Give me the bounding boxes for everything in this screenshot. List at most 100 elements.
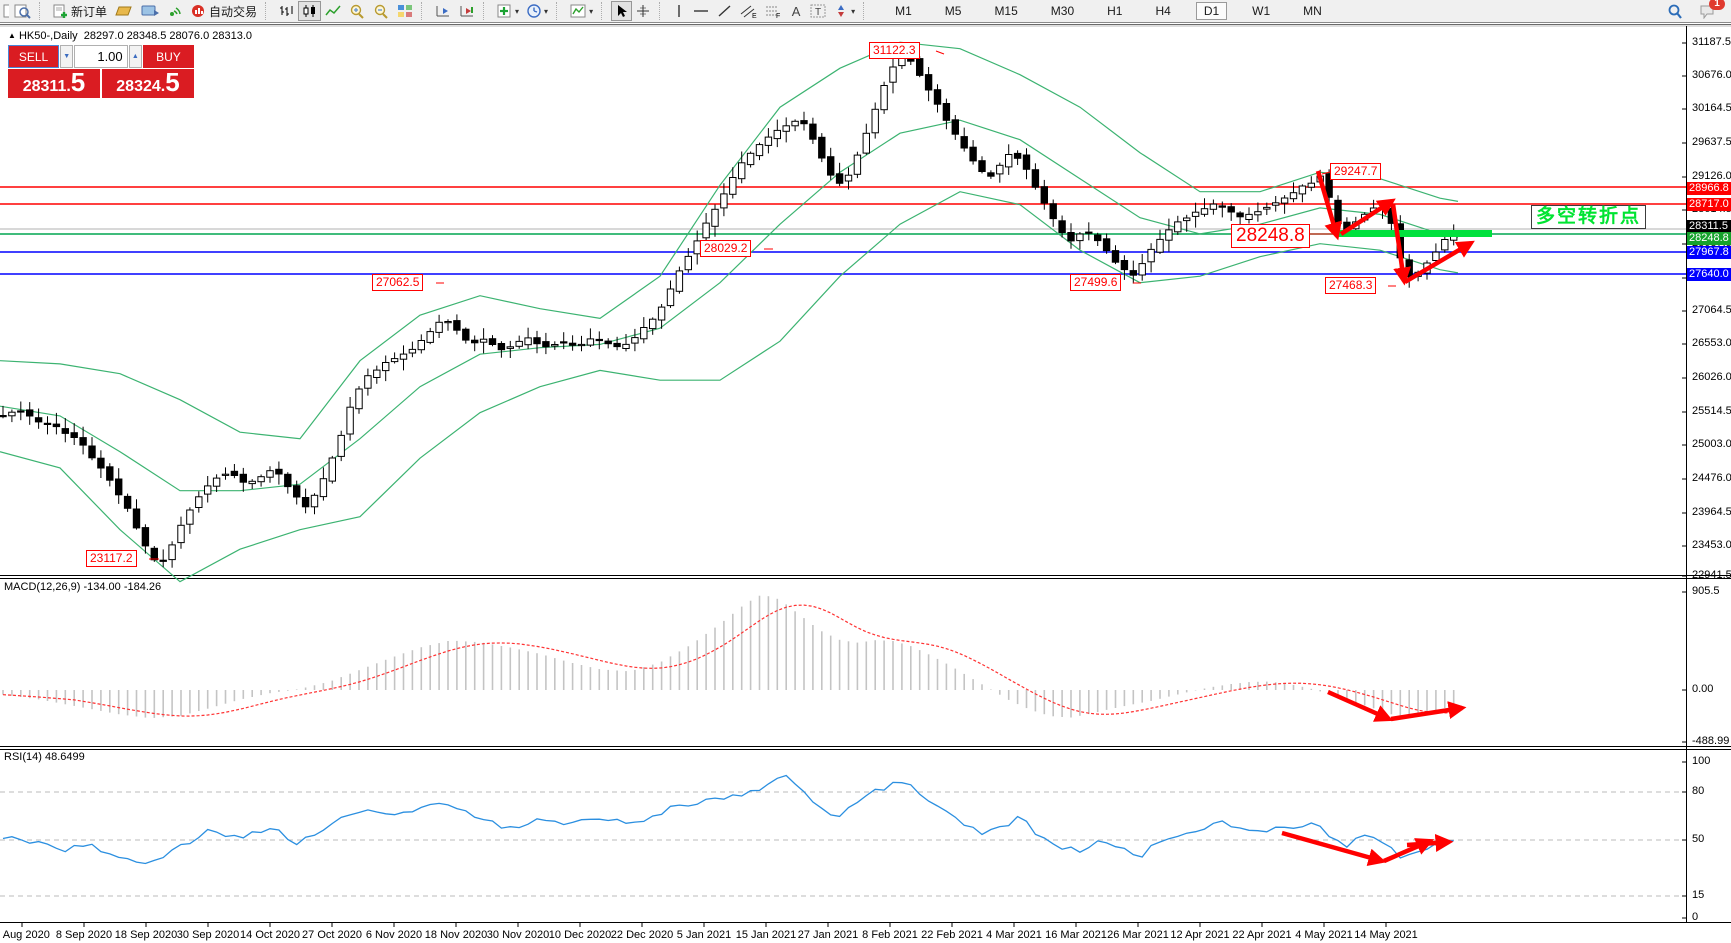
timeframe-button-M5[interactable]: M5 xyxy=(944,4,962,18)
time-axis-label[interactable]: 15 Jan 2021 xyxy=(735,929,797,941)
timeframe-button-H4[interactable]: H4 xyxy=(1155,4,1171,18)
trend-arrow[interactable] xyxy=(1339,198,1396,236)
time-axis-label[interactable]: 26 Mar 2021 xyxy=(1107,929,1169,941)
time-axis-label[interactable]: 5 Jan 2021 xyxy=(676,929,732,941)
timeframe-button-M1[interactable]: M1 xyxy=(895,4,912,18)
svg-text:T: T xyxy=(815,7,821,18)
notifications-icon[interactable]: 1 xyxy=(1695,0,1725,21)
time-axis-label[interactable]: 7 Aug 2020 xyxy=(0,929,50,941)
timeframe-button-H1[interactable]: H1 xyxy=(1107,4,1123,18)
time-axis-label[interactable]: 6 Nov 2020 xyxy=(365,929,423,941)
macd-histogram xyxy=(2,595,1455,718)
trendline-tool-icon[interactable] xyxy=(713,1,736,21)
zoom-out-icon[interactable] xyxy=(369,1,393,21)
time-axis-label[interactable]: 12 Apr 2021 xyxy=(1170,929,1230,941)
crosshair-icon[interactable] xyxy=(632,1,655,21)
callout-leader xyxy=(1321,171,1331,175)
trend-arrow[interactable] xyxy=(1315,170,1342,241)
collapse-marker-icon[interactable]: ▲ xyxy=(8,31,16,40)
volume-decrease-button[interactable]: ▼ xyxy=(60,45,74,68)
time-axis-label[interactable]: 27 Oct 2020 xyxy=(302,929,362,941)
timeframe-button-W1[interactable]: W1 xyxy=(1252,4,1271,18)
vertical-line-tool-icon[interactable] xyxy=(669,1,689,21)
time-axis-label[interactable]: 30 Nov 2020 xyxy=(486,929,550,941)
line-chart-icon[interactable] xyxy=(321,1,345,21)
buy-button[interactable]: BUY xyxy=(142,45,194,68)
price-callout-27062.5[interactable]: 27062.5 xyxy=(372,274,424,291)
time-axis-label[interactable]: 4 May 2021 xyxy=(1295,929,1353,941)
terminal-icon[interactable] xyxy=(137,1,163,21)
timeframe-button-M30[interactable]: M30 xyxy=(1050,4,1075,18)
time-axis-label[interactable]: 22 Feb 2021 xyxy=(921,929,983,941)
toolbar-separator xyxy=(483,2,490,20)
search-icon[interactable] xyxy=(1663,1,1687,21)
volume-increase-button[interactable]: ▲ xyxy=(128,45,142,68)
sell-button[interactable]: SELL xyxy=(8,45,60,68)
periods-icon[interactable]: ▾ xyxy=(523,1,552,21)
time-axis-label[interactable]: 18 Sep 2020 xyxy=(114,929,178,941)
timeframe-button-M15[interactable]: M15 xyxy=(994,4,1018,18)
channel-tool-icon[interactable]: E xyxy=(736,1,761,21)
time-axis-label[interactable]: 4 Mar 2021 xyxy=(986,929,1042,941)
time-axis-label[interactable]: 22 Apr 2021 xyxy=(1232,929,1292,941)
price-callout-29247.7[interactable]: 29247.7 xyxy=(1330,163,1382,180)
horizontal-line-tool-icon[interactable] xyxy=(689,1,713,21)
price-callout-31122.3[interactable]: 31122.3 xyxy=(869,42,920,59)
buy-price[interactable]: 28324. 5 xyxy=(102,69,194,98)
trend-arrow[interactable] xyxy=(1390,203,1412,286)
timeframe-button-MN[interactable]: MN xyxy=(1303,4,1322,18)
signal-icon[interactable] xyxy=(163,1,187,21)
auto-scroll-icon[interactable] xyxy=(455,1,479,21)
indicators-icon[interactable]: ▾ xyxy=(493,1,523,21)
text-tool-icon[interactable]: A xyxy=(791,3,801,19)
price-callout-27499.6[interactable]: 27499.6 xyxy=(1070,274,1122,291)
cursor-icon[interactable] xyxy=(611,1,633,21)
fibonacci-tool-icon[interactable]: F xyxy=(761,1,786,21)
sell-price[interactable]: 28311. 5 xyxy=(8,69,100,98)
text-label-tool-icon[interactable]: T xyxy=(806,1,830,21)
price-callout-28029.2[interactable]: 28029.2 xyxy=(700,240,752,257)
time-axis-label[interactable]: 27 Jan 2021 xyxy=(797,929,859,941)
bollinger-band xyxy=(0,41,1459,440)
time-axis-label[interactable]: 16 Mar 2021 xyxy=(1045,929,1107,941)
zoom-in-icon[interactable] xyxy=(345,1,369,21)
new-order-button[interactable]: 新订单 xyxy=(49,1,111,21)
callout-leader xyxy=(935,50,945,55)
templates-icon[interactable]: ▾ xyxy=(566,1,597,21)
market-depth-icon[interactable] xyxy=(111,1,137,21)
time-axis-label[interactable]: 14 May 2021 xyxy=(1354,929,1418,941)
bar-chart-icon[interactable] xyxy=(275,1,298,21)
time-axis-label[interactable]: 8 Feb 2021 xyxy=(862,929,918,941)
turning-point-annotation[interactable]: 多空转折点 xyxy=(1531,205,1647,229)
rsi-axis-label: 50 xyxy=(1692,833,1705,845)
data-window-icon[interactable] xyxy=(10,1,35,21)
notification-badge: 1 xyxy=(1709,0,1725,10)
price-callout-28248.8[interactable]: 28248.8 xyxy=(1231,224,1310,248)
rsi-axis-label: 0 xyxy=(1692,911,1699,923)
timeframe-group: M1 M5 M15 M30 H1 H4 D1 W1 MN xyxy=(887,2,1330,20)
macd-trend-arrow[interactable] xyxy=(1327,689,1394,722)
time-axis-label[interactable]: 14 Oct 2020 xyxy=(240,929,300,941)
time-axis-label[interactable]: 22 Dec 2020 xyxy=(610,929,674,941)
time-axis-label[interactable]: 18 Nov 2020 xyxy=(424,929,488,941)
rsi-trend-arrow[interactable] xyxy=(1281,830,1387,867)
svg-text:F: F xyxy=(776,13,780,19)
green-level-bar[interactable] xyxy=(1337,230,1492,237)
trend-arrow[interactable] xyxy=(1403,240,1475,284)
rsi-trend-arrow[interactable] xyxy=(1406,833,1454,852)
tile-windows-icon[interactable] xyxy=(393,1,417,21)
price-callout-27468.3[interactable]: 27468.3 xyxy=(1325,277,1377,294)
toolbar-separator xyxy=(265,2,272,20)
macd-trend-arrow[interactable] xyxy=(1390,701,1467,722)
time-axis-label[interactable]: 30 Sep 2020 xyxy=(176,929,240,941)
autotrading-button[interactable]: 自动交易 xyxy=(187,1,261,21)
chart-shift-icon[interactable] xyxy=(431,1,455,21)
candle-chart-icon[interactable] xyxy=(298,1,322,21)
time-axis-label[interactable]: 10 Dec 2020 xyxy=(548,929,612,941)
volume-input[interactable]: 1.00 xyxy=(74,45,128,68)
price-callout-23117.2[interactable]: 23117.2 xyxy=(86,550,137,567)
arrows-tool-icon[interactable]: ▾ xyxy=(830,1,859,21)
timeframe-button-D1[interactable]: D1 xyxy=(1195,2,1228,20)
time-axis-label[interactable]: 8 Sep 2020 xyxy=(55,929,113,941)
